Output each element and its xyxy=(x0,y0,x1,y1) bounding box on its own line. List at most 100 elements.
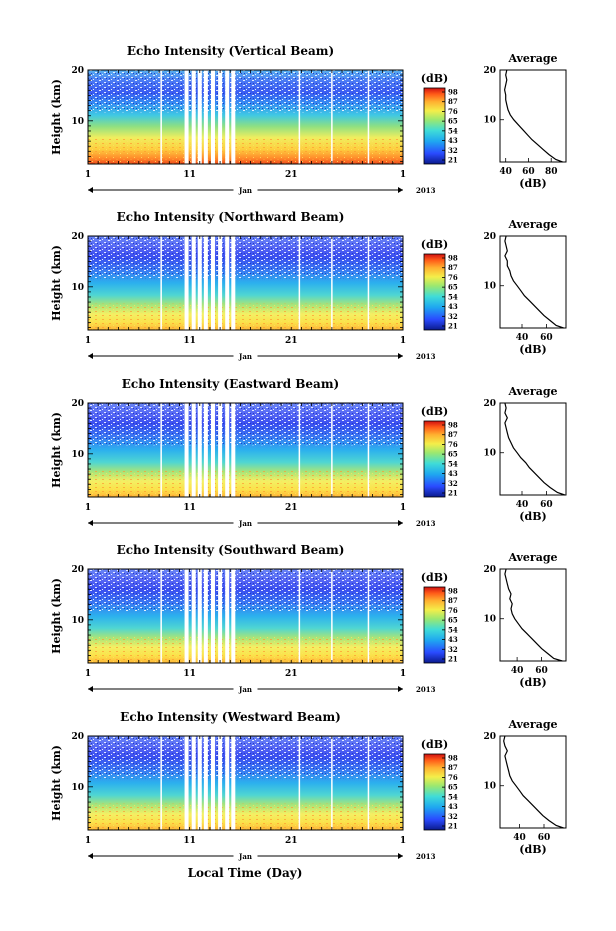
arrow-right-icon xyxy=(398,520,403,526)
average-x-tick-label: 40 xyxy=(516,500,529,510)
colorbar-tick-label: 21 xyxy=(448,489,458,498)
colorbar-tick-label: 87 xyxy=(448,763,458,772)
data-gap xyxy=(191,569,196,663)
average-y-tick-label: 20 xyxy=(483,66,496,76)
month-label: Jan xyxy=(238,519,252,528)
month-label-bg xyxy=(233,851,258,861)
colorbar-unit: (dB) xyxy=(421,405,448,418)
x-tick-label: 1 xyxy=(85,836,91,846)
average-profile-line xyxy=(503,735,564,829)
colorbar xyxy=(423,420,446,498)
average-x-tick-label: 60 xyxy=(535,666,548,676)
x-tick-label: 1 xyxy=(85,503,91,513)
y-tick-label: 10 xyxy=(71,616,84,626)
arrow-left-icon xyxy=(88,853,93,859)
colorbar-tick-label: 76 xyxy=(448,773,458,782)
data-gap xyxy=(367,403,370,497)
x-tick-label: 1 xyxy=(85,336,91,346)
data-gap xyxy=(225,70,230,164)
average-profile-line xyxy=(504,235,564,329)
y-axis-title: Height (km) xyxy=(50,745,63,821)
data-gap xyxy=(225,236,230,330)
average-title: Average xyxy=(507,385,557,398)
colorbar xyxy=(423,753,446,831)
data-gap xyxy=(218,403,223,497)
data-gap xyxy=(191,403,196,497)
x-tick-label: 11 xyxy=(183,170,196,180)
y-axis-title: Height (km) xyxy=(50,245,63,321)
average-x-title: (dB) xyxy=(519,177,546,190)
data-gap xyxy=(160,736,162,830)
colorbar-tick-label: 54 xyxy=(448,625,458,634)
colorbar-tick-label: 32 xyxy=(448,479,458,488)
colorbar-tick-label: 54 xyxy=(448,792,458,801)
average-x-tick-label: 60 xyxy=(538,833,551,843)
colorbar xyxy=(423,253,446,331)
x-tick-label: 21 xyxy=(285,836,298,846)
y-axis-title: Height (km) xyxy=(50,79,63,155)
data-gap xyxy=(331,736,333,830)
average-profile-line xyxy=(504,402,565,496)
x-tick-label: 11 xyxy=(183,836,196,846)
plot-frame xyxy=(87,235,404,331)
data-gap xyxy=(231,403,236,497)
y-tick-label: 20 xyxy=(71,399,84,409)
average-profile-line xyxy=(504,568,563,662)
y-tick-label: 20 xyxy=(71,732,84,742)
data-gap xyxy=(184,736,189,830)
colorbar-tick-label: 32 xyxy=(448,645,458,654)
average-y-tick-label: 20 xyxy=(483,232,496,242)
data-gap xyxy=(197,403,202,497)
data-gap xyxy=(210,736,215,830)
average-x-tick-label: 60 xyxy=(540,333,553,343)
average-profile-line xyxy=(503,69,563,163)
y-tick-label: 10 xyxy=(71,450,84,460)
year-label: 2013 xyxy=(416,519,436,528)
y-tick-label: 20 xyxy=(71,232,84,242)
heatmap-noise-upper xyxy=(88,236,403,279)
heatmap-noise-upper xyxy=(88,70,403,113)
colorbar-tick-label: 87 xyxy=(448,596,458,605)
average-frame xyxy=(499,402,567,496)
arrow-left-icon xyxy=(88,520,93,526)
colorbar-tick-label: 43 xyxy=(448,469,458,478)
average-x-tick-label: 40 xyxy=(511,666,524,676)
data-gap xyxy=(225,569,230,663)
data-gap xyxy=(331,236,333,330)
heatmap-noise-lower xyxy=(88,470,403,497)
data-gap xyxy=(203,736,208,830)
panel-title: Echo Intensity (Northward Beam) xyxy=(117,210,345,224)
plot-frame xyxy=(87,69,404,165)
data-gap xyxy=(231,569,236,663)
average-x-title: (dB) xyxy=(519,510,546,523)
heatmap-noise-upper xyxy=(88,569,403,612)
average-x-title: (dB) xyxy=(519,843,546,856)
arrow-right-icon xyxy=(398,353,403,359)
colorbar-tick-label: 43 xyxy=(448,136,458,145)
colorbar-tick-label: 65 xyxy=(448,783,458,792)
colorbar-tick-label: 65 xyxy=(448,117,458,126)
panel-title: Echo Intensity (Vertical Beam) xyxy=(127,44,334,58)
data-gap xyxy=(298,70,301,164)
month-label-bg xyxy=(233,518,258,528)
x-tick-label: 21 xyxy=(285,669,298,679)
average-y-tick-label: 10 xyxy=(483,782,496,792)
data-gap xyxy=(160,236,162,330)
colorbar-tick-label: 98 xyxy=(448,88,458,97)
x-tick-label: 1 xyxy=(85,669,91,679)
month-label-bg xyxy=(233,185,258,195)
x-tick-label: 11 xyxy=(183,669,196,679)
x-tick-label: 1 xyxy=(400,669,406,679)
colorbar-tick-label: 76 xyxy=(448,107,458,116)
average-x-tick-label: 40 xyxy=(513,833,526,843)
colorbar-tick-label: 54 xyxy=(448,292,458,301)
plot-frame xyxy=(87,735,404,831)
x-tick-label: 11 xyxy=(183,336,196,346)
data-gap xyxy=(210,569,215,663)
year-label: 2013 xyxy=(416,186,436,195)
colorbar-tick-label: 65 xyxy=(448,450,458,459)
colorbar xyxy=(423,586,446,664)
colorbar-tick-label: 76 xyxy=(448,606,458,615)
